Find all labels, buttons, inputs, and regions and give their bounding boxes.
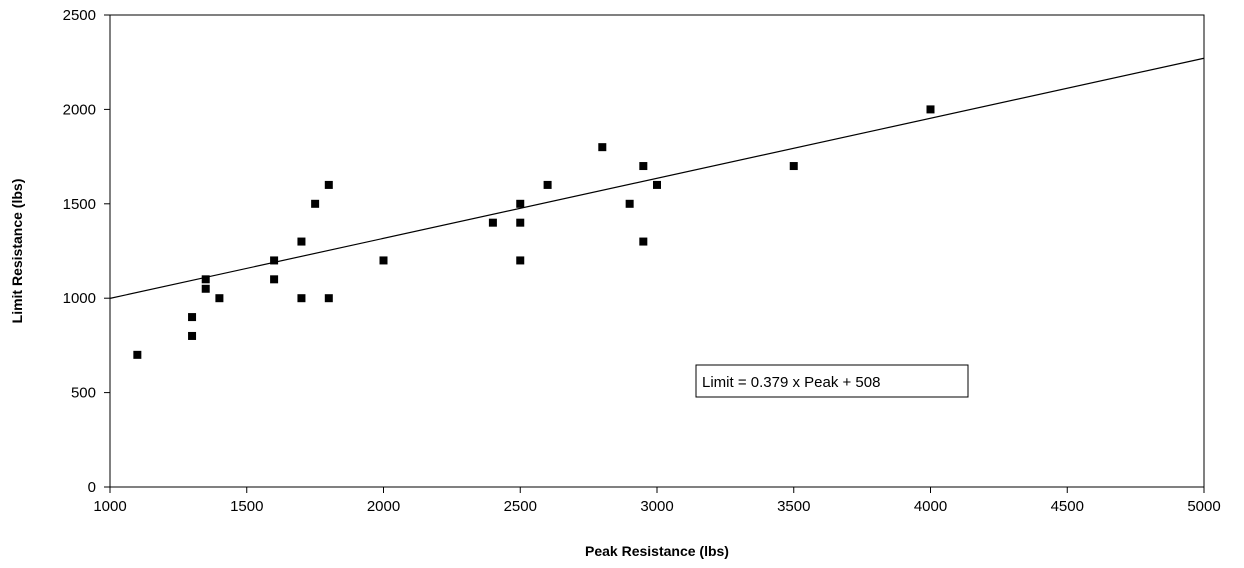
- x-axis-ticks: 1000 1500 2000 2500 3000 3500 4000 4500 5000: [93, 487, 1221, 515]
- data-point: [270, 275, 279, 284]
- data-point: [789, 162, 798, 171]
- x-tick-label: 5000: [1187, 498, 1220, 515]
- data-point: [639, 162, 648, 171]
- y-axis-title: Limit Resistance (lbs): [9, 179, 25, 324]
- data-point: [625, 199, 634, 208]
- trendline-layer: [109, 57, 1205, 299]
- data-point: [201, 284, 210, 293]
- data-point: [297, 237, 306, 246]
- data-point: [516, 199, 525, 208]
- data-point: [324, 294, 333, 303]
- plot-frame: [109, 14, 1205, 488]
- data-point: [926, 105, 935, 114]
- trendline: [109, 57, 1205, 299]
- data-point: [653, 180, 661, 189]
- data-point: [488, 218, 497, 227]
- data-point: [379, 256, 388, 265]
- data-point: [133, 350, 142, 359]
- x-tick-label: 1000: [93, 498, 126, 515]
- x-tick-label: 3000: [640, 498, 673, 515]
- annotation-box: [695, 364, 969, 398]
- data-point: [188, 313, 197, 322]
- regression-annotation: Limit = 0.379 x Peak + 508: [695, 364, 969, 398]
- y-tick-label: 1000: [63, 290, 96, 307]
- annotation-text: Limit = 0.379 x Peak + 508: [702, 374, 880, 391]
- y-tick-label: 0: [88, 479, 96, 496]
- plot-area: [109, 14, 1205, 488]
- data-point: [324, 180, 333, 189]
- data-point: [639, 237, 648, 246]
- y-tick-label: 500: [71, 385, 96, 402]
- data-point: [270, 256, 279, 265]
- x-tick-label: 3500: [777, 498, 810, 515]
- y-tick-label: 1500: [63, 196, 96, 213]
- data-point: [516, 256, 525, 265]
- x-tick-label: 2500: [504, 498, 537, 515]
- y-tick-label: 2000: [63, 101, 96, 118]
- x-tick-label: 1500: [230, 498, 263, 515]
- data-point: [543, 180, 552, 189]
- data-point: [516, 218, 525, 227]
- data-point: [201, 275, 210, 284]
- y-axis-ticks: 0 500 1000 1500 2000 2500: [63, 7, 110, 496]
- x-axis-title: Peak Resistance (lbs): [585, 543, 729, 559]
- x-tick-label: 4500: [1051, 498, 1084, 515]
- data-point: [297, 294, 306, 303]
- y-tick-label: 2500: [63, 7, 96, 24]
- data-point: [598, 143, 607, 152]
- data-point: [188, 331, 197, 340]
- data-points: [133, 105, 935, 359]
- x-tick-label: 4000: [914, 498, 947, 515]
- data-point: [311, 199, 320, 208]
- data-point: [215, 294, 224, 303]
- x-tick-label: 2000: [367, 498, 400, 515]
